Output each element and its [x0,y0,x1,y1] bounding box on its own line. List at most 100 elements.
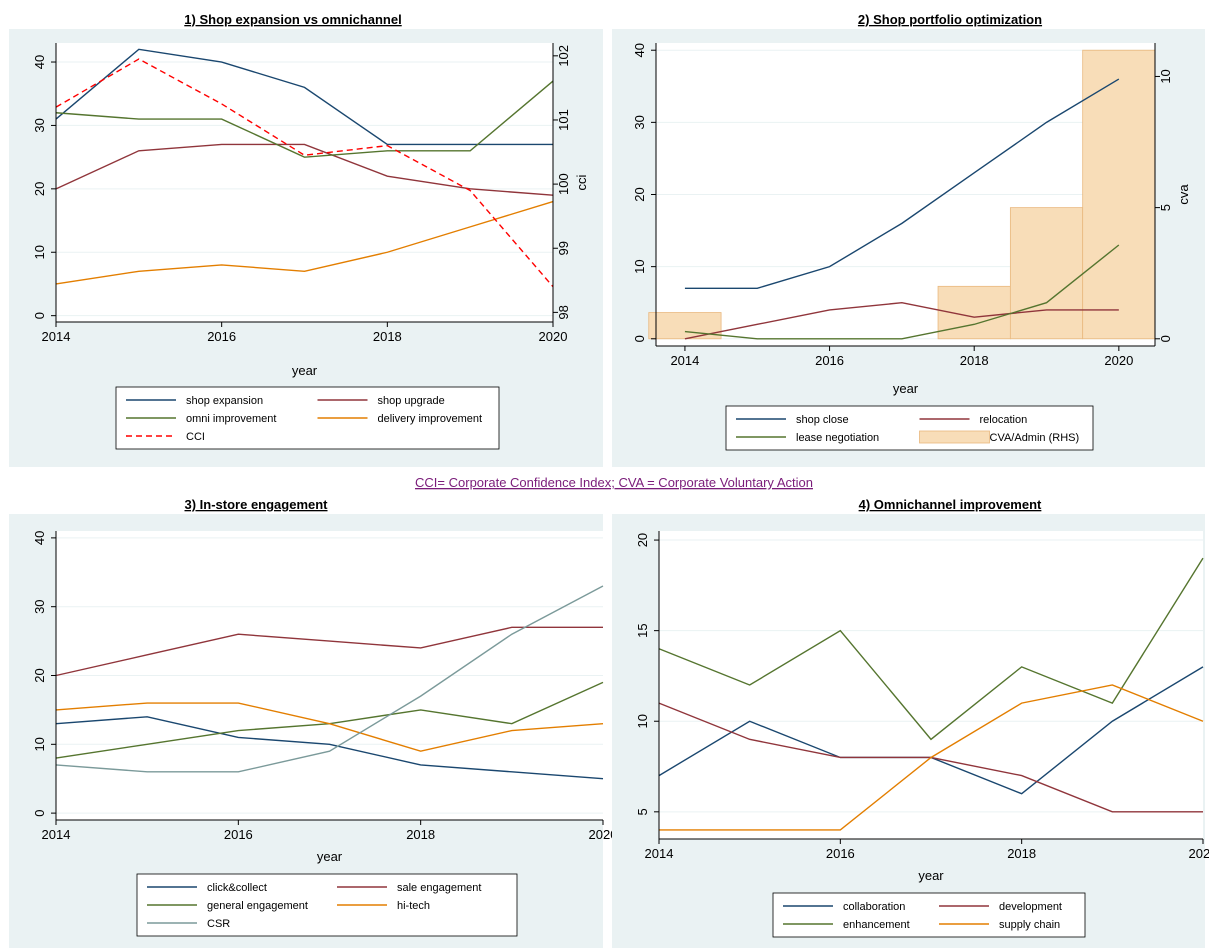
legend-label: enhancement [843,919,910,931]
y-tick-label: 20 [32,668,47,682]
chart-title: 4) Omnichannel improvement [859,497,1042,512]
legend-label: CVA/Admin (RHS) [990,432,1080,444]
legend-box [772,892,1086,938]
series-line-relocation [684,302,1119,340]
y-tick-label: 40 [32,55,47,69]
x-axis-label: year [893,381,919,396]
bar-cva [1082,49,1156,340]
x-tick-label: 2014 [645,846,674,861]
legend-label: CCI [186,431,205,443]
x-tick-label: 2020 [1189,846,1209,861]
series-line-delivery-improvement [55,200,554,285]
legend-label: development [999,901,1062,913]
plot-area [56,43,553,322]
y2-tick-label: 100 [556,173,571,195]
legend-label: supply chain [999,919,1060,931]
y-tick-label: 10 [635,714,650,728]
y2-tick-label: 5 [1158,204,1173,211]
chart-title: 3) In-store engagement [184,497,328,512]
x-tick-label: 2014 [42,329,71,344]
x-tick-label: 2016 [207,329,236,344]
series-line-omni-improvement [55,80,554,158]
legend-label: shop expansion [186,395,263,407]
x-axis-label: year [918,868,944,883]
legend-label: click&collect [207,882,267,894]
y-tick-label: 0 [32,312,47,319]
series-line-click-collect [55,716,604,780]
x-tick-label: 2018 [406,827,435,842]
series-line-cci [55,58,554,288]
legend-box [725,405,1094,451]
legend-box [115,386,500,450]
x-tick-label: 2014 [42,827,71,842]
series-line-sale-engagement [55,626,603,677]
chart-panel-3: 0 10 20 30 40 2014 2016 2018 2020 3) In-store eng… [9,497,617,948]
series-line-shop-upgrade [55,143,554,196]
bar-cva [648,312,722,340]
x-tick-label: 2016 [826,846,855,861]
chart-panel-1: 0 10 20 30 40 2014 2016 2018 2020 98 99 100 101 102 cc… [9,12,603,467]
x-tick-label: 2020 [589,827,618,842]
y-tick-label: 10 [32,245,47,259]
y2-axis-label: cva [1176,184,1191,205]
series-line-hi-tech [55,702,604,752]
series-line-lease-negotiation [684,244,1120,340]
x-tick-label: 2018 [960,353,989,368]
plot-area [659,531,1203,839]
footnote: CCI= Corporate Confidence Index; CVA = C… [415,475,813,490]
chart-title: 1) Shop expansion vs omnichannel [184,12,401,27]
series-line-supply-chain [659,684,1204,831]
legend-key [919,430,990,444]
legend-label: relocation [980,414,1028,426]
y-tick-label: 40 [32,531,47,545]
legend-label: omni improvement [186,413,276,425]
series-line-csr [55,585,604,773]
y-tick-label: 15 [635,623,650,637]
chart-title: 2) Shop portfolio optimization [858,12,1042,27]
y2-tick-label: 101 [556,109,571,131]
y-tick-label: 5 [635,808,650,815]
y2-axis-label: cci [574,174,589,190]
y-tick-label: 30 [32,118,47,132]
x-tick-label: 2016 [224,827,253,842]
x-tick-label: 2020 [539,329,568,344]
x-tick-label: 2020 [1104,353,1133,368]
y-tick-label: 20 [32,182,47,196]
y-tick-label: 0 [32,810,47,817]
y2-tick-label: 0 [1158,335,1173,342]
x-axis-label: year [317,849,343,864]
y2-tick-label: 99 [556,241,571,255]
y2-tick-label: 10 [1158,69,1173,83]
y-tick-label: 30 [632,115,647,129]
legend-label: collaboration [843,901,905,913]
legend-label: lease negotiation [796,432,879,444]
series-line-enhancement [658,557,1204,741]
y-tick-label: 20 [632,187,647,201]
legend-label: hi-tech [397,900,430,912]
x-axis-label: year [292,363,318,378]
x-tick-label: 2014 [670,353,699,368]
x-tick-label: 2018 [1007,846,1036,861]
y-tick-label: 30 [32,599,47,613]
legend-label: shop upgrade [378,395,445,407]
y2-tick-label: 98 [556,305,571,319]
series-line-shop-close [684,78,1120,289]
legend-label: shop close [796,414,849,426]
y-tick-label: 40 [632,43,647,57]
y-tick-label: 10 [32,737,47,751]
x-tick-label: 2018 [373,329,402,344]
y-tick-label: 0 [632,335,647,342]
legend-label: CSR [207,918,230,930]
legend-label: general engagement [207,900,308,912]
legend-box [136,873,518,937]
legend-label: delivery improvement [378,413,483,425]
series-line-shop-expansion [55,48,553,146]
chart-panel-4: 5 10 15 20 2014 2016 2018 2020 4) Omnichannel im… [612,497,1209,948]
y-tick-label: 10 [632,259,647,273]
chart-panel-2: 0 10 20 30 40 2014 2016 2018 2020 0 5 10 cva 2) Shop … [612,12,1205,467]
y-tick-label: 20 [635,533,650,547]
bar-cva [1009,207,1084,340]
legend-label: sale engagement [397,882,481,894]
x-tick-label: 2016 [815,353,844,368]
